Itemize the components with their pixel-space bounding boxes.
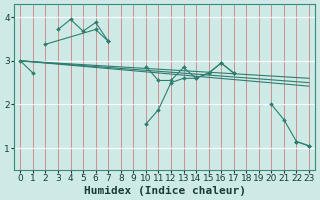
X-axis label: Humidex (Indice chaleur): Humidex (Indice chaleur) xyxy=(84,186,246,196)
